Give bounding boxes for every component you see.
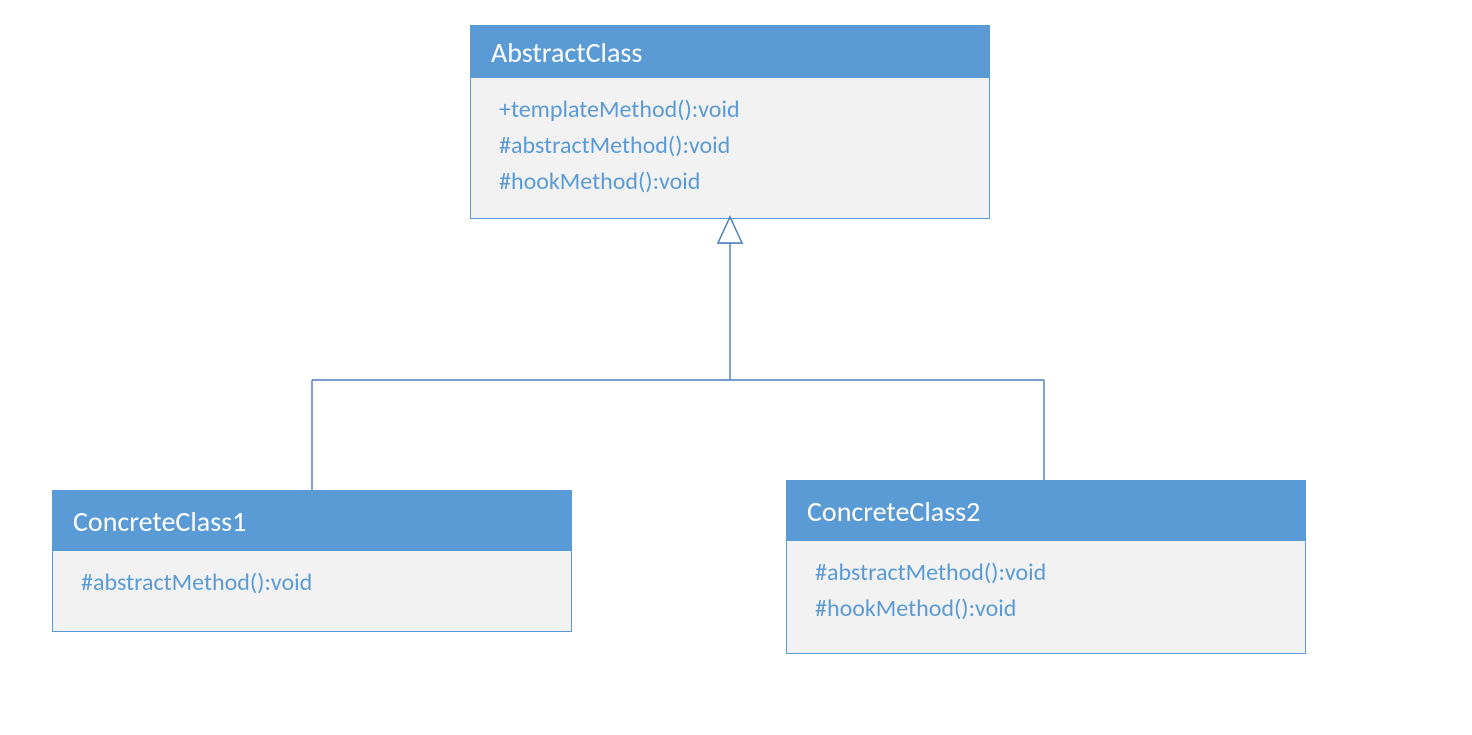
class-body-concrete1: #abstractMethod():void — [53, 551, 571, 631]
class-title-concrete1: ConcreteClass1 — [53, 491, 571, 551]
class-body-abstract: +templateMethod():void #abstractMethod()… — [471, 78, 989, 218]
class-method: #abstractMethod():void — [499, 128, 961, 164]
class-name: AbstractClass — [491, 35, 642, 70]
class-method: #hookMethod():void — [499, 164, 961, 200]
class-box-concrete1: ConcreteClass1 #abstractMethod():void — [52, 490, 572, 632]
class-name: ConcreteClass1 — [73, 504, 246, 539]
class-method: +templateMethod():void — [499, 92, 961, 128]
class-method: #abstractMethod():void — [815, 555, 1277, 591]
class-title-concrete2: ConcreteClass2 — [787, 481, 1305, 541]
class-method: #abstractMethod():void — [81, 565, 543, 601]
class-box-abstract: AbstractClass +templateMethod():void #ab… — [470, 25, 990, 219]
class-name: ConcreteClass2 — [807, 494, 980, 529]
class-method: #hookMethod():void — [815, 591, 1277, 627]
class-body-concrete2: #abstractMethod():void #hookMethod():voi… — [787, 541, 1305, 653]
class-box-concrete2: ConcreteClass2 #abstractMethod():void #h… — [786, 480, 1306, 654]
class-title-abstract: AbstractClass — [471, 26, 989, 78]
